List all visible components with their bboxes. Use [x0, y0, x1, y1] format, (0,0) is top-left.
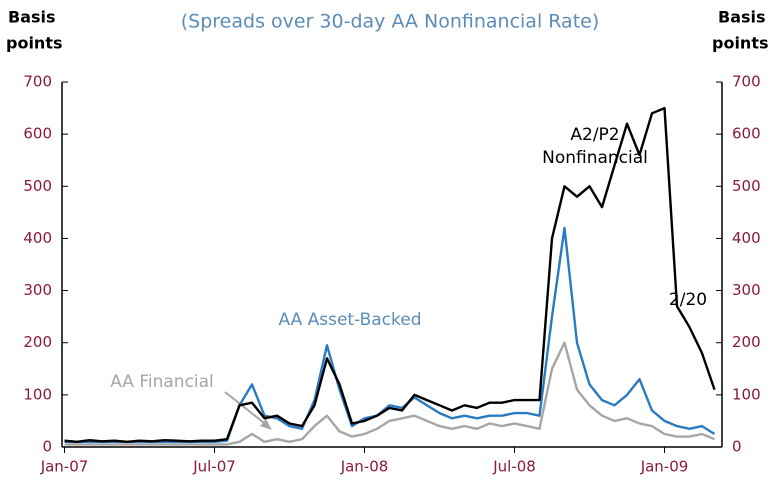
annotation-arrow — [224, 391, 269, 427]
y-tick-label: 600 — [23, 125, 52, 143]
y-tick-label: 400 — [23, 229, 52, 247]
y2-tick-label: 700 — [732, 73, 761, 91]
x-tick-label: Jan-08 — [340, 458, 389, 476]
annotation: 2/20 — [669, 290, 707, 310]
annotation: AA Financial — [110, 372, 214, 392]
annotation: Nonfinancial — [542, 148, 648, 168]
y-tick-label: 500 — [23, 177, 52, 195]
y-tick-label: 0 — [42, 438, 52, 456]
x-tick-label: Jan-09 — [640, 458, 689, 476]
series-line — [64, 226, 716, 443]
y2-tick-label: 500 — [732, 177, 761, 195]
y2-tick-label: 300 — [732, 281, 761, 299]
y-axis-title: points — [6, 34, 63, 53]
y2-tick-label: 600 — [732, 125, 761, 143]
y2-axis-title: points — [712, 34, 769, 53]
annotation-arrowhead — [260, 419, 272, 430]
series-line — [64, 341, 715, 446]
y2-tick-label: 100 — [732, 385, 761, 403]
y2-tick-label: 200 — [732, 333, 761, 351]
x-tick-label: Jul-07 — [192, 458, 236, 476]
x-tick-label: Jan-07 — [40, 458, 89, 476]
y-tick-label: 200 — [23, 333, 52, 351]
annotation: A2/P2 — [570, 125, 619, 145]
y-tick-label: 300 — [23, 281, 52, 299]
y2-tick-label: 400 — [732, 229, 761, 247]
series-line — [64, 106, 716, 443]
x-tick-label: Jul-08 — [492, 458, 536, 476]
annotation: AA Asset-Backed — [278, 310, 421, 330]
y-tick-label: 100 — [23, 385, 52, 403]
y-axis-title: Basis — [8, 8, 56, 27]
y2-tick-label: 0 — [732, 438, 742, 456]
y-tick-label: 700 — [23, 73, 52, 91]
chart-title: (Spreads over 30-day AA Nonfinancial Rat… — [181, 11, 600, 33]
y2-axis-title: Basis — [718, 8, 766, 27]
